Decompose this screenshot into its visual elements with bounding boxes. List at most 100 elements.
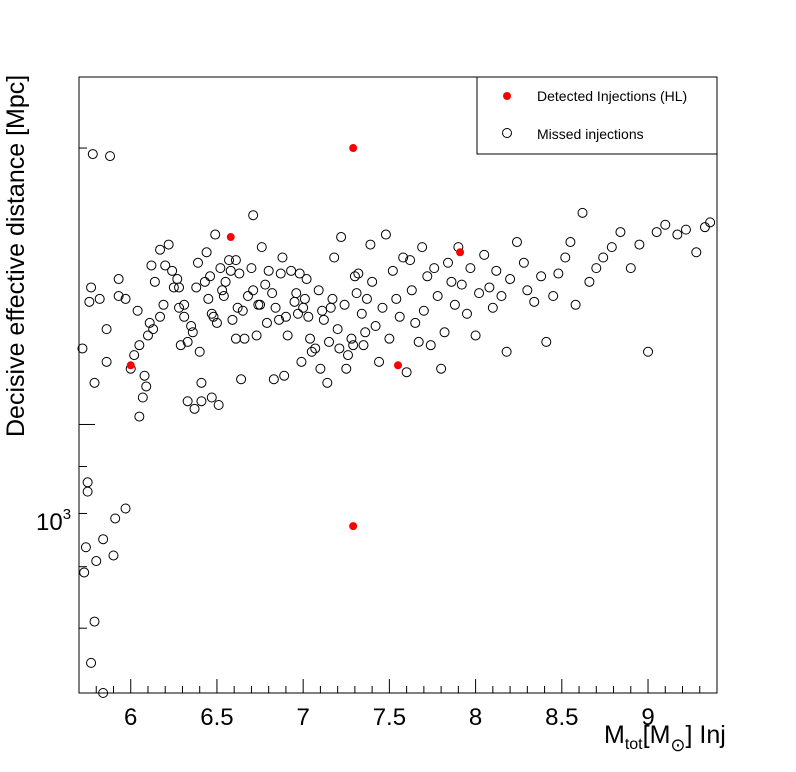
missed-point bbox=[346, 333, 357, 344]
missed-point bbox=[292, 308, 303, 319]
missed-point bbox=[672, 229, 683, 240]
missed-point bbox=[172, 274, 183, 285]
missed-point bbox=[248, 285, 259, 296]
missed-point bbox=[167, 265, 178, 276]
missed-point bbox=[134, 411, 145, 422]
missed-point bbox=[282, 330, 293, 341]
missed-point bbox=[491, 265, 502, 276]
missed-point bbox=[77, 343, 88, 354]
missed-point bbox=[213, 400, 224, 411]
missed-point bbox=[634, 239, 645, 250]
svg-text:Mtot[M⊙] Inj: Mtot[M⊙] Inj bbox=[604, 721, 726, 755]
missed-point bbox=[299, 293, 310, 304]
missed-point bbox=[134, 340, 145, 351]
missed-point bbox=[205, 271, 216, 282]
missed-point bbox=[279, 370, 290, 381]
missed-point bbox=[80, 542, 91, 553]
missed-point bbox=[422, 271, 433, 282]
missed-point bbox=[296, 356, 307, 367]
missed-point bbox=[86, 282, 97, 293]
missed-point bbox=[230, 333, 241, 344]
missed-point bbox=[160, 260, 171, 271]
plot-frame bbox=[78, 76, 718, 694]
x-title-unit-open: [M bbox=[643, 721, 671, 749]
missed-point bbox=[303, 311, 314, 322]
missed-point bbox=[318, 314, 329, 325]
x-tick-label: 7 bbox=[296, 704, 309, 731]
x-tick-label: 8.5 bbox=[545, 704, 578, 731]
missed-point bbox=[625, 263, 636, 274]
missed-point bbox=[251, 330, 262, 341]
missed-point bbox=[91, 556, 102, 567]
missed-point bbox=[196, 377, 207, 388]
missed-point bbox=[220, 276, 231, 287]
missed-point bbox=[301, 274, 312, 285]
missed-point bbox=[274, 314, 285, 325]
x-axis-title: Mtot[M⊙] Inj bbox=[604, 721, 726, 755]
missed-point bbox=[199, 276, 210, 287]
missed-point bbox=[163, 239, 174, 250]
legend-missed-marker bbox=[502, 128, 512, 138]
missed-point bbox=[591, 263, 602, 274]
missed-point bbox=[325, 302, 336, 313]
missed-point bbox=[410, 317, 421, 328]
missed-point bbox=[210, 229, 221, 240]
detected-point bbox=[349, 522, 358, 531]
missed-point bbox=[365, 239, 376, 250]
missed-point bbox=[570, 299, 581, 310]
missed-point bbox=[398, 252, 409, 263]
missed-point bbox=[324, 336, 335, 347]
missed-point bbox=[101, 324, 112, 335]
missed-point bbox=[306, 346, 317, 357]
missed-point bbox=[449, 299, 460, 310]
missed-point bbox=[436, 363, 447, 374]
missed-point bbox=[261, 317, 272, 328]
missed-point bbox=[105, 151, 116, 162]
missed-point bbox=[255, 299, 266, 310]
missed-point bbox=[387, 265, 398, 276]
missed-point bbox=[215, 263, 226, 274]
missed-point bbox=[179, 311, 190, 322]
x-title-sub: tot bbox=[625, 736, 643, 753]
missed-point bbox=[339, 299, 350, 310]
missed-point bbox=[137, 392, 148, 403]
missed-point bbox=[361, 293, 372, 304]
missed-point bbox=[474, 288, 485, 299]
missed-point bbox=[317, 305, 328, 316]
missed-point bbox=[79, 567, 90, 578]
missed-point bbox=[294, 268, 305, 279]
missed-point bbox=[446, 276, 457, 287]
x-title-sun: ⊙ bbox=[670, 735, 685, 755]
missed-points bbox=[77, 149, 716, 698]
missed-point bbox=[565, 237, 576, 248]
missed-point bbox=[584, 276, 595, 287]
detected-points bbox=[126, 144, 465, 531]
missed-point bbox=[86, 657, 97, 668]
missed-point bbox=[541, 336, 552, 347]
missed-point bbox=[175, 340, 186, 351]
missed-point bbox=[394, 311, 405, 322]
missed-point bbox=[139, 370, 150, 381]
missed-point bbox=[413, 336, 424, 347]
missed-point bbox=[158, 299, 169, 310]
missed-point bbox=[705, 217, 716, 228]
missed-point bbox=[479, 249, 490, 260]
missed-point bbox=[553, 268, 564, 279]
detected-point bbox=[226, 233, 235, 242]
missed-point bbox=[418, 305, 429, 316]
missed-point bbox=[529, 296, 540, 307]
missed-point bbox=[487, 302, 498, 313]
missed-point bbox=[353, 268, 364, 279]
missed-point bbox=[425, 340, 436, 351]
missed-point bbox=[465, 263, 476, 274]
missed-point bbox=[341, 363, 352, 374]
missed-point bbox=[98, 688, 109, 698]
y-label-base: 10 bbox=[36, 509, 63, 536]
missed-point bbox=[651, 227, 662, 238]
missed-point bbox=[456, 279, 467, 290]
x-axis-ticks: 6 6.5 7 7.5 8 8.5 9 bbox=[78, 679, 718, 731]
missed-point bbox=[234, 268, 245, 279]
missed-point bbox=[417, 242, 428, 253]
missed-point bbox=[598, 252, 609, 263]
